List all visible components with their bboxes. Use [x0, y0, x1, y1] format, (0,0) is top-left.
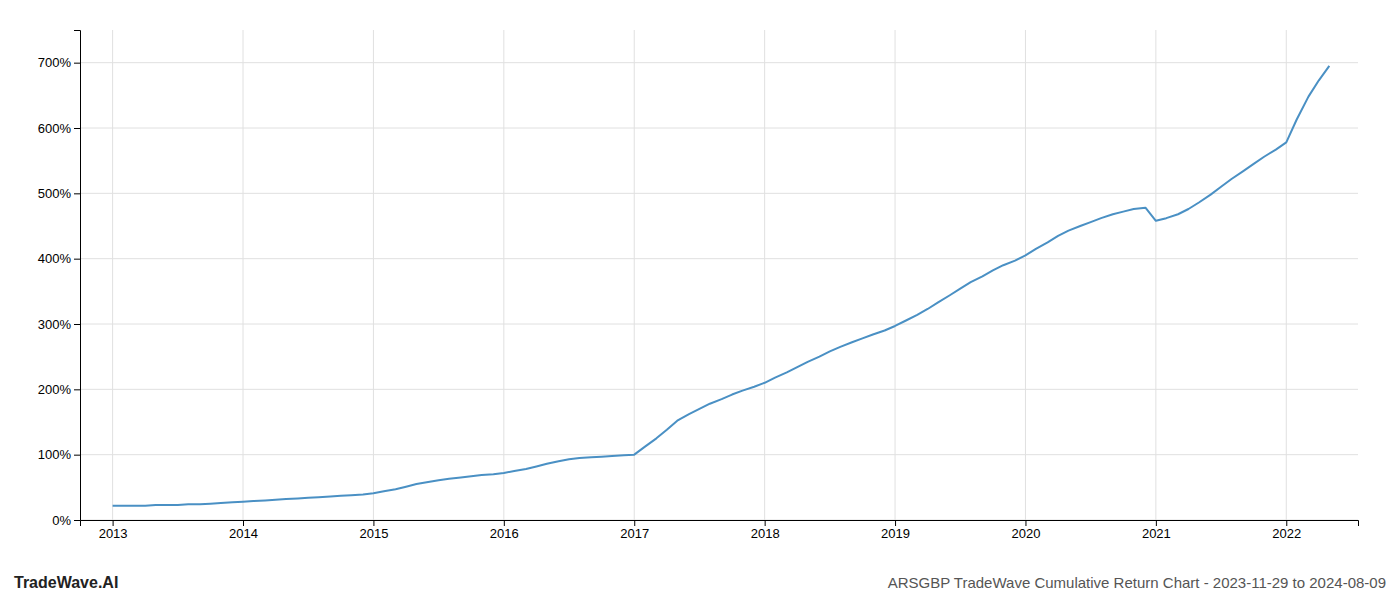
tick-mark [1025, 520, 1026, 526]
tick-mark [113, 520, 114, 526]
plot-area: 2013 2014 2015 2016 2017 2018 2019 2020 2021 2022… [38, 30, 1359, 541]
tick: 2019 [881, 520, 910, 541]
tick-label: 200% [38, 382, 72, 397]
tick-mark [74, 520, 80, 521]
tick-mark [74, 128, 80, 129]
tick-label: 0% [52, 513, 71, 528]
grid-line [1286, 30, 1287, 520]
tick-label: 2014 [229, 526, 258, 541]
tick-mark [243, 520, 244, 526]
tick: 600% [38, 121, 80, 136]
tick: 0% [52, 513, 80, 528]
tick: 2013 [99, 520, 128, 541]
grid-line [895, 30, 896, 520]
grid [80, 30, 1358, 520]
grid-line [80, 128, 1358, 129]
grid-line [112, 30, 113, 520]
tick: 100% [38, 447, 80, 462]
tick: 2018 [751, 520, 780, 541]
tick-label: 100% [38, 447, 72, 462]
tick: 300% [38, 317, 80, 332]
grid-line [503, 30, 504, 520]
tick: 2022 [1272, 520, 1301, 541]
tick-label: 600% [38, 121, 72, 136]
tick-label: 2020 [1011, 526, 1040, 541]
tick-mark [1286, 520, 1287, 526]
x-axis: 2013 2014 2015 2016 2017 2018 2019 2020 2021 2022 [81, 520, 1359, 541]
tick-mark [74, 324, 80, 325]
marks [113, 66, 1330, 506]
tick: 2020 [1011, 520, 1040, 541]
tick-label: 2019 [881, 526, 910, 541]
tick: 2014 [229, 520, 258, 541]
tick-label: 700% [38, 55, 72, 70]
grid-line [80, 454, 1358, 455]
tick: 2021 [1142, 520, 1171, 541]
grid-line [1025, 30, 1026, 520]
tick-mark [74, 259, 80, 260]
tick-label: 300% [38, 317, 72, 332]
grid-line [1155, 30, 1156, 520]
tick: 2015 [359, 520, 388, 541]
tick: 2017 [620, 520, 649, 541]
axis-line [81, 521, 1359, 527]
tick-label: 400% [38, 251, 72, 266]
tick-mark [373, 520, 374, 526]
grid-line [80, 324, 1358, 325]
tick-mark [1156, 520, 1157, 526]
grid-line [80, 389, 1358, 390]
grid-line [373, 30, 374, 520]
axis-line [74, 31, 81, 521]
title: ARSGBP TradeWave Cumulative Return Chart… [888, 574, 1386, 591]
tick-label: 2017 [620, 526, 649, 541]
grid-line [80, 193, 1358, 194]
tick: 700% [38, 55, 80, 70]
tick-mark [765, 520, 766, 526]
tick-mark [74, 63, 80, 64]
tick-mark [74, 389, 80, 390]
tick-label: 2021 [1142, 526, 1171, 541]
tick-label: 2018 [751, 526, 780, 541]
tick: 200% [38, 382, 80, 397]
grid-line [80, 62, 1358, 63]
chart: 2013 2014 2015 2016 2017 2018 2019 2020 2021 2022… [0, 0, 1400, 600]
grid-line [80, 258, 1358, 259]
tick-label: 500% [38, 186, 72, 201]
tick: 2016 [490, 520, 519, 541]
line [113, 66, 1330, 506]
tick-mark [895, 520, 896, 526]
tick-mark [74, 455, 80, 456]
watermark: TradeWave.AI [14, 574, 118, 591]
tick-label: 2015 [359, 526, 388, 541]
grid-line [243, 30, 244, 520]
tick-mark [634, 520, 635, 526]
tick-label: 2022 [1272, 526, 1301, 541]
tick-label: 2013 [99, 526, 128, 541]
y-axis: 0% 100% 200% 300% 400% 500% 600% 700% [38, 31, 81, 528]
grid-line [634, 30, 635, 520]
tick: 500% [38, 186, 80, 201]
tick-label: 2016 [490, 526, 519, 541]
grid-line [764, 30, 765, 520]
tick-mark [504, 520, 505, 526]
tick: 400% [38, 251, 80, 266]
tick-mark [74, 193, 80, 194]
